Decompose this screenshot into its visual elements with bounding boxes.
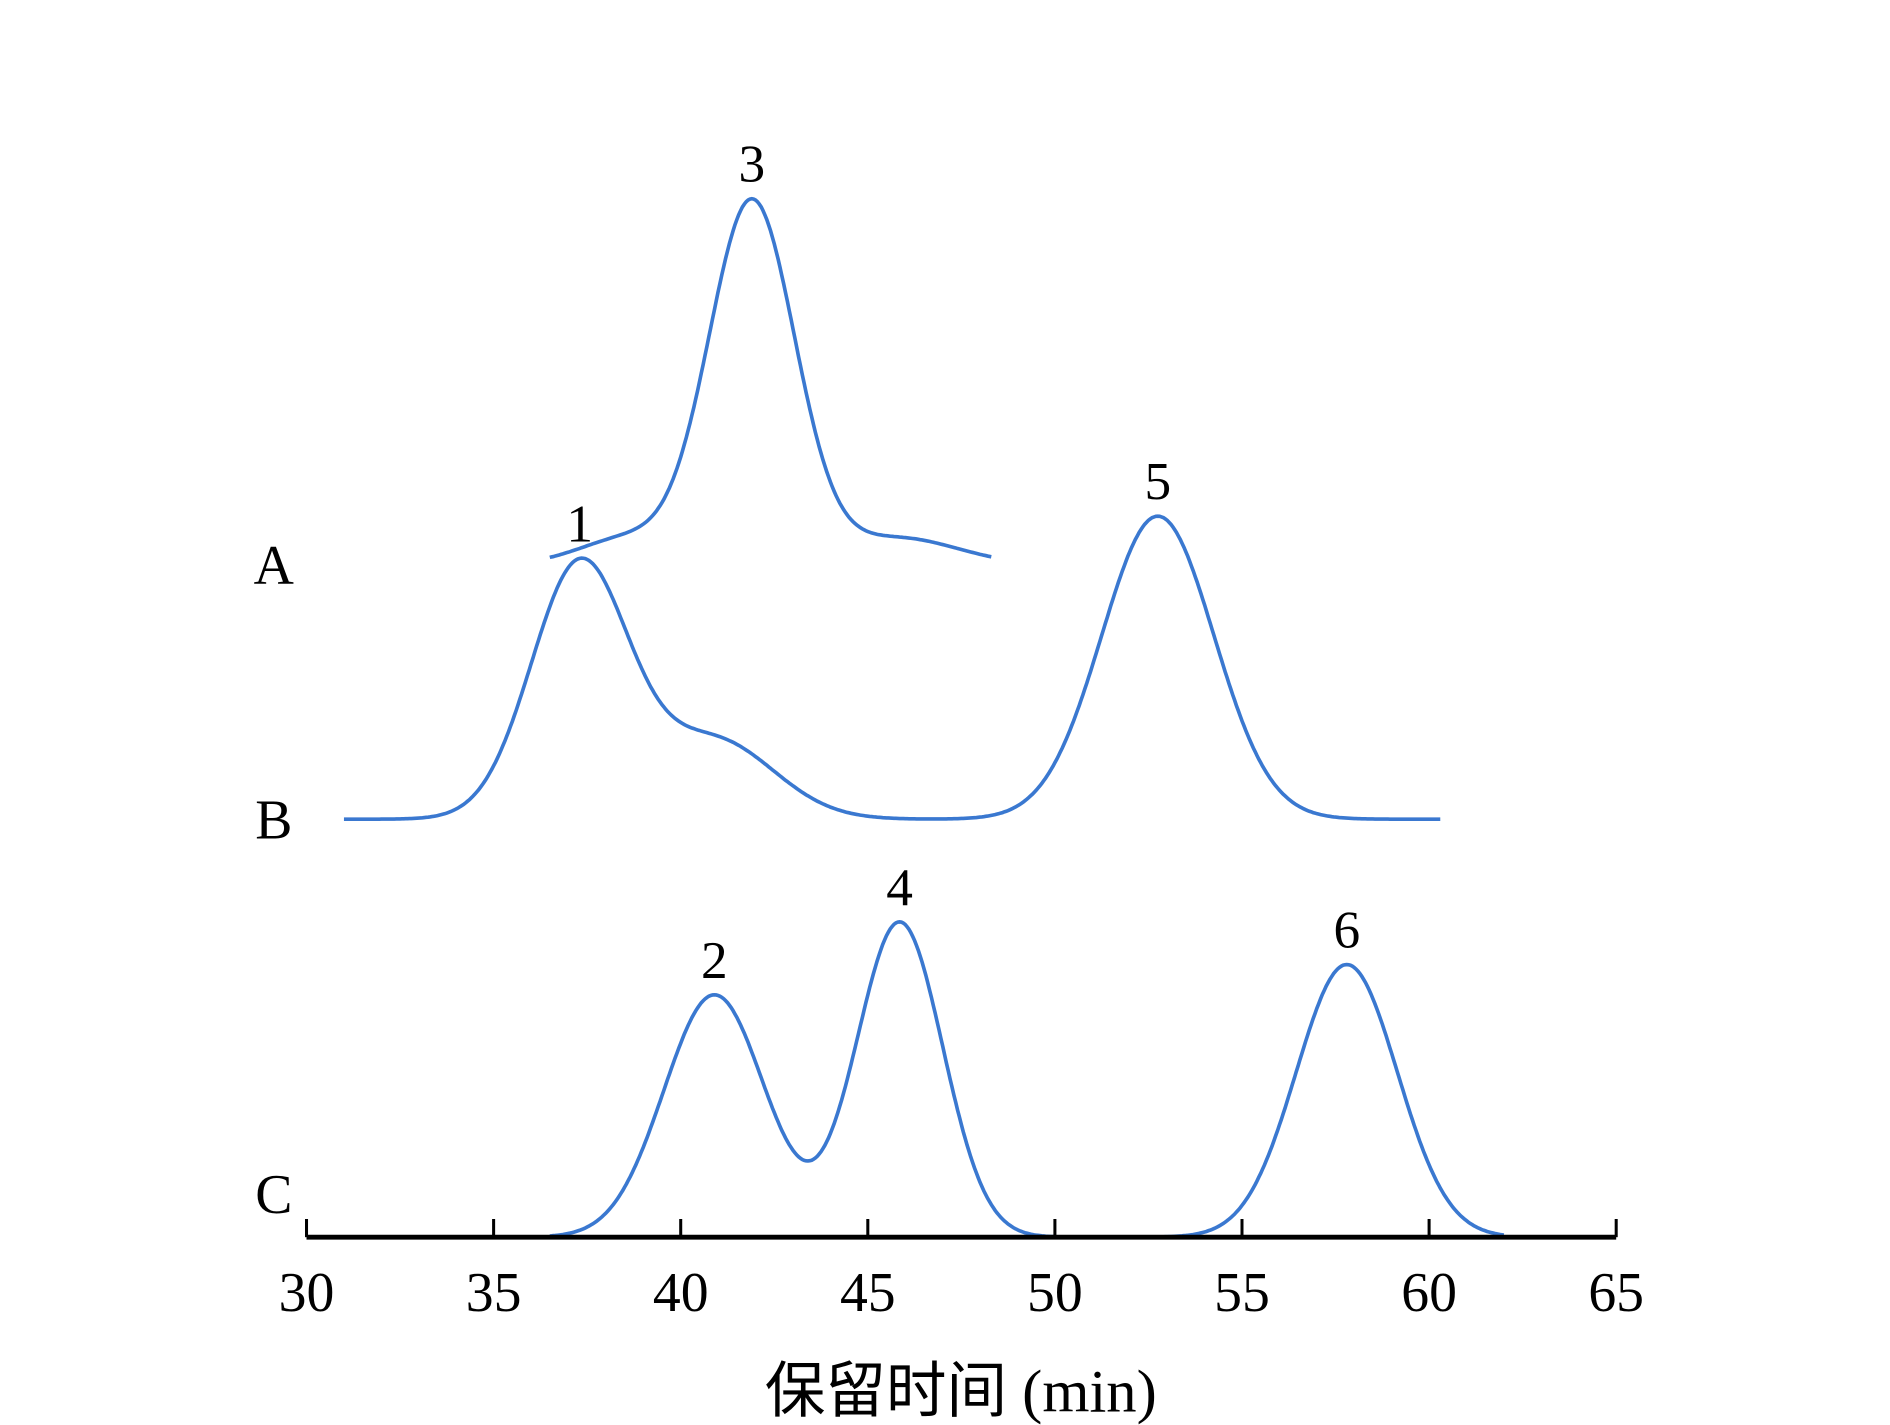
peak-label: 4 (886, 857, 913, 917)
x-tick-label: 60 (1401, 1262, 1457, 1324)
peak-label: 3 (738, 134, 765, 194)
x-tick-label: 45 (840, 1262, 896, 1324)
x-axis-label: 保留时间 (min) (765, 1359, 1157, 1425)
trace-A (549, 196, 992, 560)
x-tick-label: 55 (1214, 1262, 1270, 1324)
labels: A 3 B 1 5 C 2 4 6 (254, 134, 1360, 1226)
x-tick-label: 65 (1588, 1262, 1644, 1324)
peak-label: 1 (566, 493, 593, 553)
trace-B (343, 514, 1441, 821)
peak-label: 5 (1144, 451, 1171, 511)
trace-C (549, 920, 1505, 1239)
trace-name-label: B (255, 790, 292, 852)
x-ticks: 30 35 40 45 50 55 60 65 (279, 1219, 1644, 1324)
x-tick-label: 30 (279, 1262, 335, 1324)
x-tick-label: 40 (653, 1262, 709, 1324)
trace-name-label: C (255, 1164, 292, 1226)
peak-label: 2 (701, 930, 728, 990)
traces (343, 196, 1505, 1239)
trace-name-label: A (254, 535, 294, 597)
x-tick-label: 35 (466, 1262, 522, 1324)
peak-label: 6 (1333, 900, 1360, 960)
x-tick-label: 50 (1027, 1262, 1083, 1324)
